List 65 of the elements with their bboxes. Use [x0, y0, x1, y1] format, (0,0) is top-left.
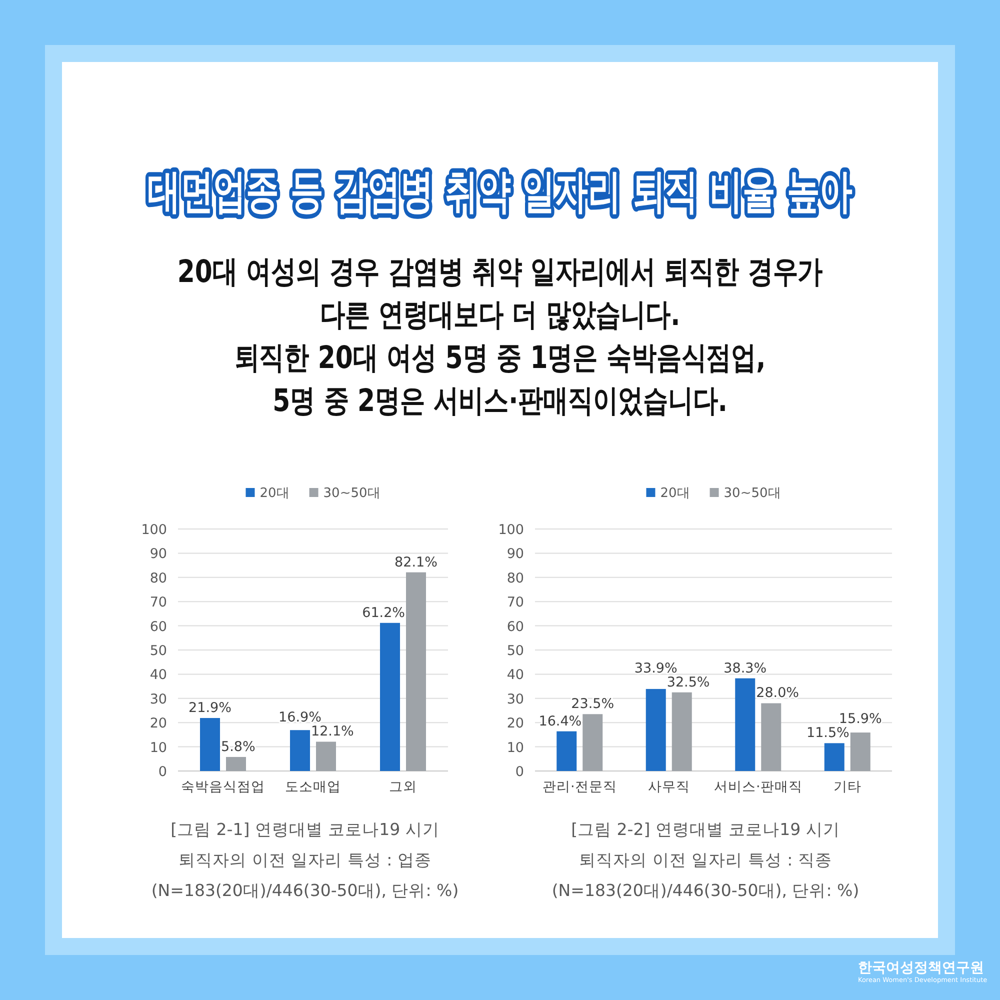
bar	[200, 718, 220, 771]
data-label: 61.2%	[362, 604, 406, 621]
y-tick-label: 10	[506, 740, 524, 756]
bar	[761, 703, 782, 771]
y-tick-label: 20	[150, 716, 167, 732]
data-label: 12.1%	[311, 724, 354, 740]
y-tick-label: 10	[150, 740, 167, 756]
y-tick-label: 80	[150, 570, 167, 586]
x-tick-label: 서비스·판매직	[714, 779, 802, 795]
legend-label: 30~50대	[724, 486, 781, 501]
bar	[290, 730, 310, 771]
y-tick-label: 90	[150, 546, 167, 562]
data-label: 5.8%	[221, 738, 256, 755]
y-tick-label: 40	[506, 667, 524, 684]
y-tick-label: 0	[515, 764, 524, 780]
legend-label: 20대	[260, 486, 290, 501]
y-tick-label: 20	[506, 716, 524, 732]
bar	[226, 756, 246, 771]
data-label: 16.9%	[278, 710, 322, 726]
bar	[316, 742, 336, 771]
x-tick-label: 사무직	[648, 779, 690, 795]
x-tick-label: 도소매업	[285, 779, 341, 795]
data-label: 38.3%	[724, 660, 767, 676]
y-tick-label: 100	[141, 522, 167, 538]
y-tick-label: 90	[506, 546, 524, 562]
x-tick-label: 관리·전문직	[542, 779, 617, 795]
y-tick-label: 70	[150, 594, 167, 611]
data-label: 33.9%	[634, 660, 678, 676]
x-tick-label: 기타	[833, 779, 862, 795]
x-tick-label: 숙박음식점업	[181, 779, 265, 795]
text: [그림 2-2] 연령대별 코로나19 시기 퇴직자의 이전 일자리 특성 : 직종 (N=183(20대)/446(30-50대), 단위: %)	[552, 820, 860, 900]
text: [그림 2-1] 연령대별 코로나19 시기 퇴직자의 이전 일자리 특성 : 업종 (N=183(20대)/446(30-50대), 단위: %)	[151, 820, 459, 900]
y-tick-label: 40	[150, 667, 167, 684]
data-label: 32.5%	[666, 674, 710, 690]
bar	[556, 731, 577, 771]
y-tick-label: 70	[506, 594, 524, 611]
data-label: 82.1%	[394, 554, 438, 570]
y-tick-label: 0	[158, 764, 167, 780]
legend-label: 20대	[660, 486, 690, 501]
bar	[850, 732, 870, 771]
y-tick-label: 80	[506, 570, 524, 586]
legend-label: 30~50대	[323, 486, 380, 501]
data-label: 15.9%	[838, 711, 882, 728]
y-tick-label: 30	[150, 691, 167, 708]
data-label: 16.4%	[538, 713, 582, 730]
bar	[380, 622, 400, 771]
bar	[646, 688, 666, 771]
y-tick-label: 60	[506, 618, 524, 635]
chart-title: 대면업종 등 감염병 취약 일자리 퇴직 비율 높아	[147, 166, 853, 219]
data-label: 11.5%	[806, 725, 850, 742]
y-tick-label: 50	[506, 643, 524, 659]
y-tick-label: 60	[150, 618, 167, 635]
bar	[824, 743, 844, 771]
bar	[582, 714, 603, 771]
bar	[735, 678, 756, 771]
y-tick-label: 100	[498, 522, 524, 538]
data-label: 21.9%	[188, 700, 232, 716]
bar	[406, 572, 426, 771]
y-tick-label: 30	[506, 691, 524, 708]
bar	[672, 692, 692, 771]
x-tick-label: 그외	[389, 779, 417, 795]
data-label: 23.5%	[571, 696, 614, 712]
chart-subtitle: 20대 여성의 경우 감염병 취약 일자리에서 퇴직한 경우가 다른 연령대보다 더 많았습니다. 퇴직한 20대 여성 5명 중 1명은 숙박음식점업, 5명 중 2명은 서비스·판매직이었습니다.	[177, 253, 823, 419]
y-tick-label: 50	[150, 643, 167, 659]
data-label: 28.0%	[756, 685, 800, 702]
